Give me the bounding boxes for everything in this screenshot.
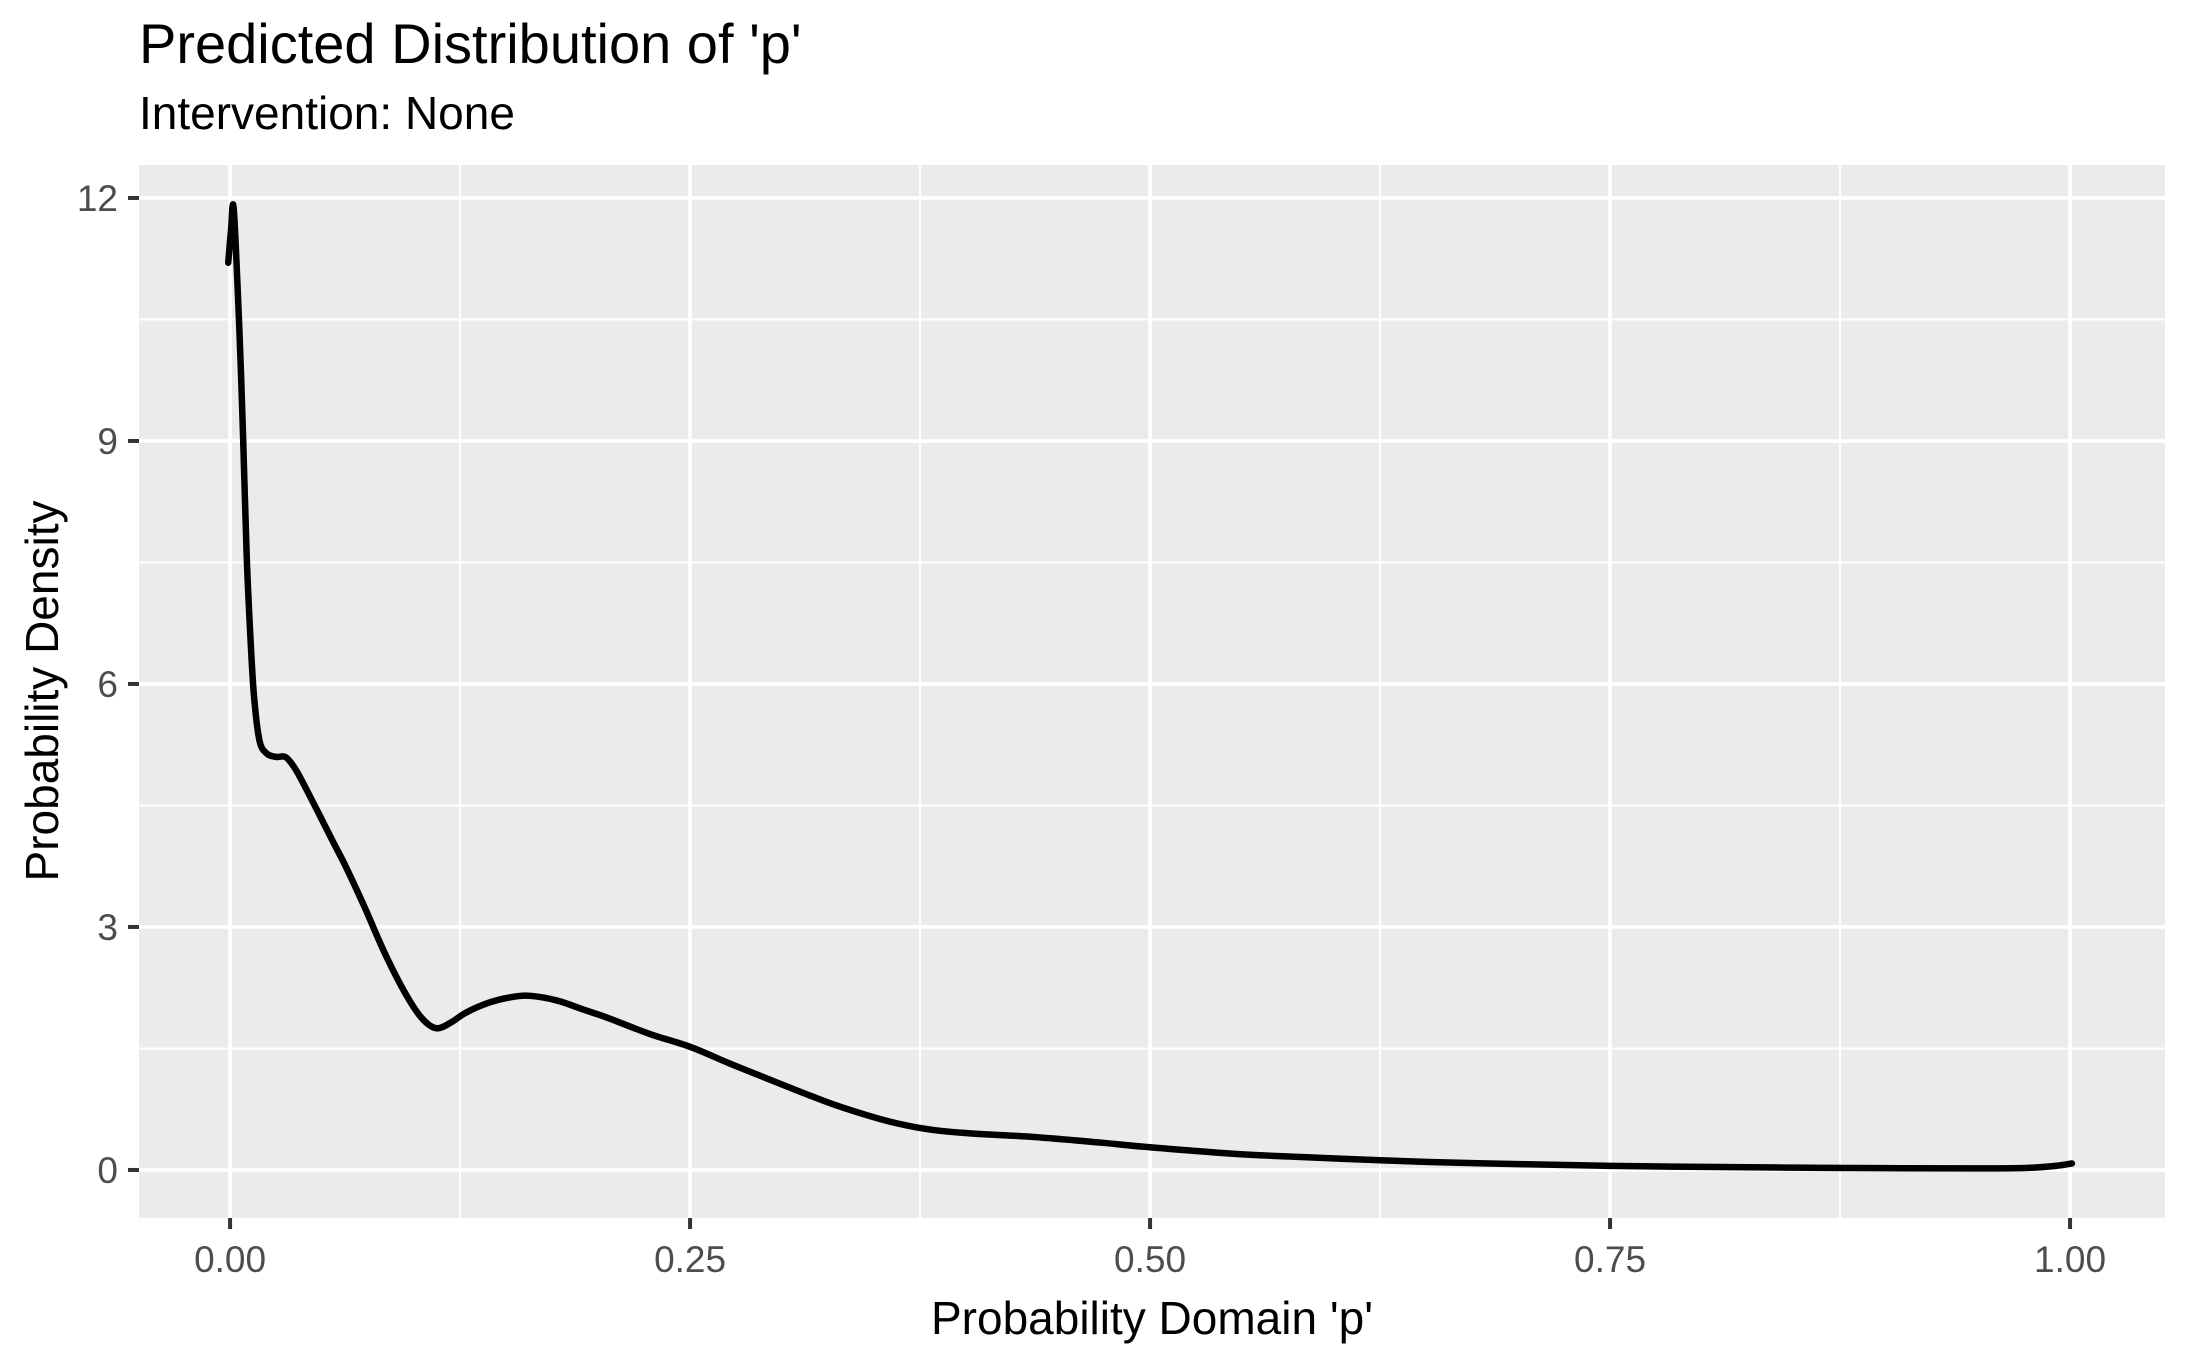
x-tick-label: 0.50 — [1114, 1239, 1186, 1280]
y-tick-label: 12 — [77, 178, 118, 219]
density-curve — [224, 201, 2076, 1172]
x-tick-label: 0.75 — [1574, 1239, 1646, 1280]
x-tick-label: 0.00 — [194, 1239, 266, 1280]
plot-panel — [139, 165, 2165, 1218]
y-axis-title: Probability Density — [16, 500, 68, 882]
chart-subtitle: Intervention: None — [139, 87, 515, 139]
x-tick-label: 0.25 — [654, 1239, 726, 1280]
x-axis-title: Probability Domain 'p' — [931, 1292, 1373, 1344]
chart-title: Predicted Distribution of 'p' — [139, 12, 802, 75]
y-tick-label: 9 — [97, 421, 118, 462]
y-tick-label: 3 — [97, 907, 118, 948]
y-tick-label: 6 — [97, 664, 118, 705]
x-tick-label: 1.00 — [2034, 1239, 2106, 1280]
y-tick-label: 0 — [97, 1150, 118, 1191]
